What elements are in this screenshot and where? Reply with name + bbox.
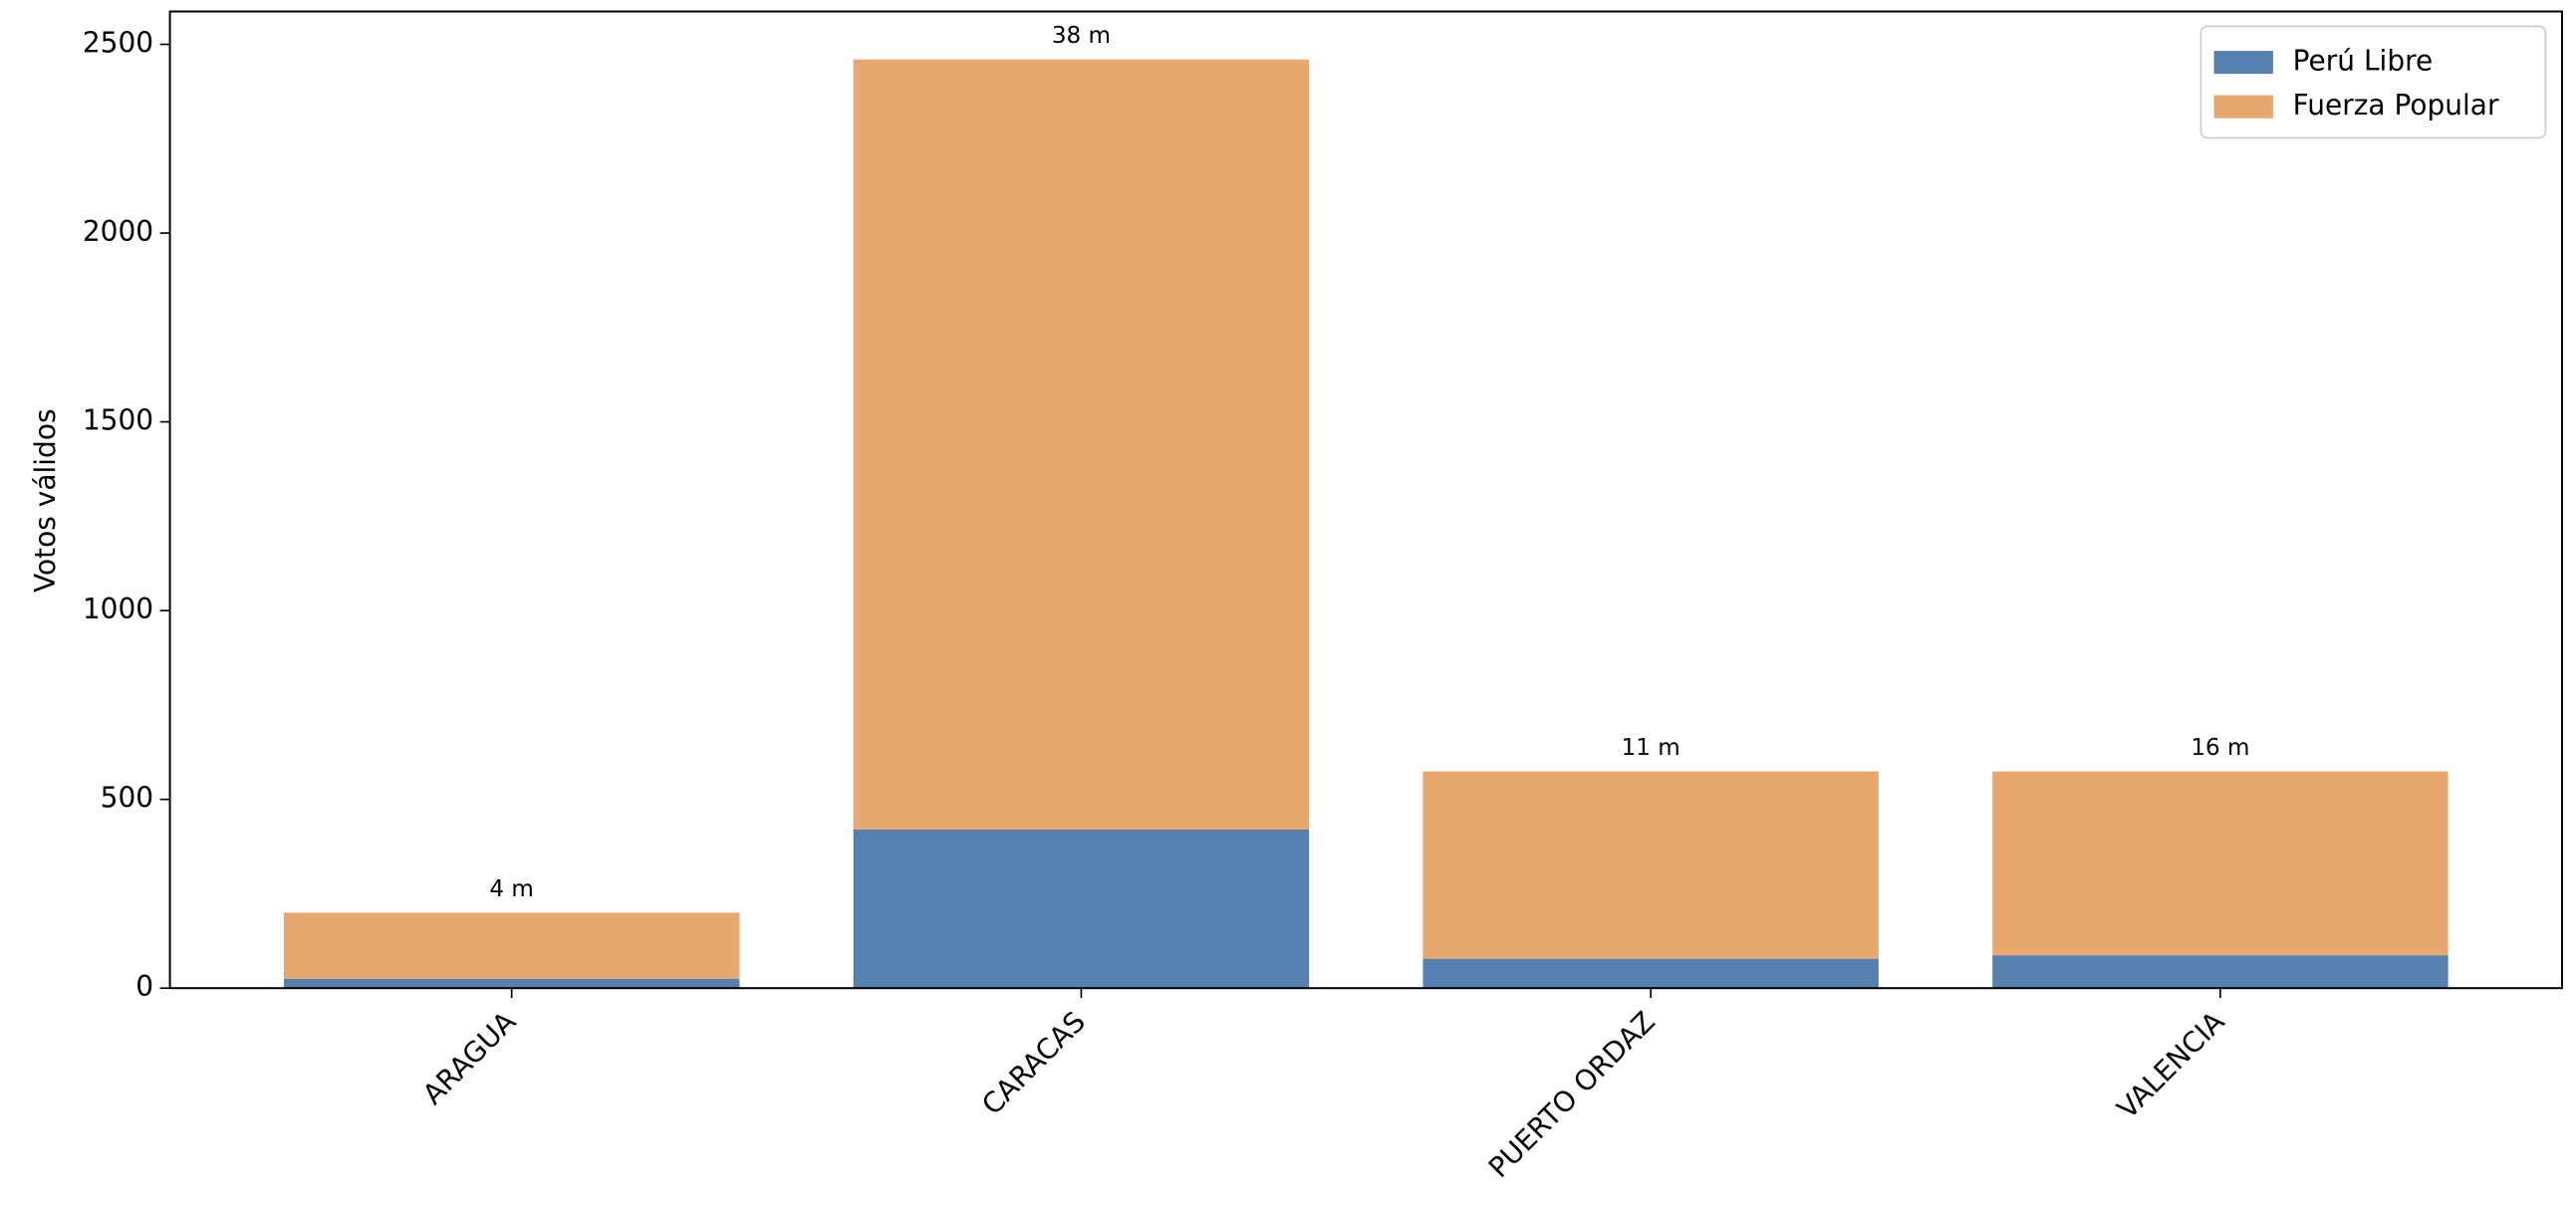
- bar-annotation: 16 m: [2190, 735, 2249, 761]
- legend-swatch: [2213, 95, 2273, 119]
- plot-frame: [168, 10, 2563, 990]
- bar-annotation: 11 m: [1622, 735, 1680, 761]
- bar-segment: [1422, 771, 1879, 959]
- bar-segment: [853, 829, 1310, 989]
- bar-annotation: 38 m: [1052, 23, 1111, 49]
- x-tick-label: CARACAS: [975, 1005, 1092, 1121]
- y-axis-label: Votos válidos: [29, 408, 62, 593]
- y-tick-label: 1500: [83, 404, 153, 437]
- bar-segment: [853, 59, 1310, 830]
- bar-segment: [1992, 955, 2448, 989]
- bar-segment: [283, 978, 740, 989]
- y-tick-label: 500: [101, 782, 153, 815]
- legend-box: [2199, 25, 2547, 139]
- x-tick-label: VALENCIA: [2111, 1005, 2231, 1125]
- legend-label: Fuerza Popular: [2293, 89, 2499, 121]
- y-tick-label: 2500: [83, 27, 153, 60]
- legend-swatch: [2213, 51, 2273, 75]
- y-tick-label: 2000: [83, 215, 153, 248]
- y-tick-label: 1000: [83, 593, 153, 625]
- y-tick-label: 0: [135, 970, 153, 1003]
- bar-segment: [283, 912, 740, 979]
- bar-annotation: 4 m: [489, 876, 533, 902]
- bar-segment: [1992, 771, 2448, 956]
- x-tick-label: ARAGUA: [416, 1005, 522, 1110]
- legend-label: Perú Libre: [2293, 45, 2434, 78]
- x-tick-label: PUERTO ORDAZ: [1482, 1005, 1662, 1184]
- bar-segment: [1422, 958, 1879, 989]
